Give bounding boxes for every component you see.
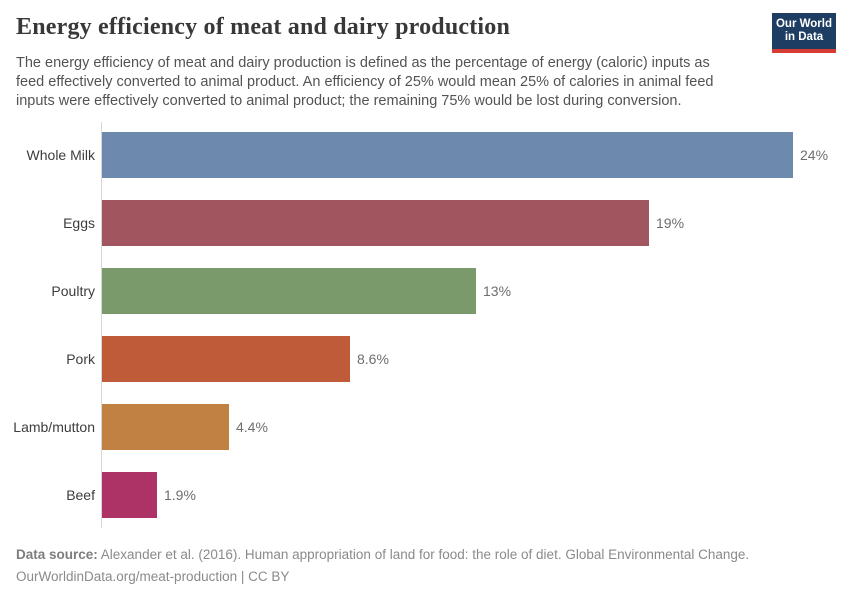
bar[interactable] bbox=[102, 200, 649, 246]
value-label: 19% bbox=[656, 215, 685, 231]
bar-row: Pork 8.6% bbox=[0, 336, 834, 382]
bar[interactable] bbox=[102, 336, 350, 382]
bar-row: Eggs 19% bbox=[0, 200, 834, 246]
chart-subtitle: The energy efficiency of meat and dairy … bbox=[16, 55, 714, 110]
value-label: 8.6% bbox=[357, 351, 389, 367]
bar[interactable] bbox=[102, 268, 476, 314]
category-label: Beef bbox=[66, 487, 95, 503]
bar[interactable] bbox=[102, 472, 157, 518]
bar-row: Beef 1.9% bbox=[0, 472, 834, 518]
value-label: 24% bbox=[800, 147, 829, 163]
category-label: Lamb/mutton bbox=[13, 419, 95, 435]
bar-chart: Whole Milk 24% Eggs 19% Poultry 13% Pork… bbox=[0, 122, 850, 528]
bar-row: Whole Milk 24% bbox=[0, 132, 834, 178]
bar-row: Poultry 13% bbox=[0, 268, 834, 314]
value-label: 1.9% bbox=[164, 487, 196, 503]
category-label: Pork bbox=[66, 351, 95, 367]
owid-logo[interactable]: Our World in Data bbox=[772, 13, 836, 53]
owid-logo-line1: Our World bbox=[775, 17, 832, 30]
category-label: Eggs bbox=[63, 215, 95, 231]
bar[interactable] bbox=[102, 132, 793, 178]
chart-footer: Data source: Alexander et al. (2016). Hu… bbox=[16, 544, 749, 587]
category-label: Whole Milk bbox=[26, 147, 95, 163]
owid-logo-box: Our World in Data bbox=[772, 13, 836, 49]
category-label: Poultry bbox=[51, 283, 95, 299]
value-label: 4.4% bbox=[236, 419, 268, 435]
y-axis-line bbox=[101, 122, 102, 528]
owid-logo-stripe bbox=[772, 49, 836, 53]
owid-logo-line2: in Data bbox=[784, 31, 824, 43]
bar[interactable] bbox=[102, 404, 229, 450]
data-source-text: Alexander et al. (2016). Human appropria… bbox=[97, 547, 750, 562]
data-source-line: Data source: Alexander et al. (2016). Hu… bbox=[16, 544, 749, 566]
value-label: 13% bbox=[483, 283, 512, 299]
attribution-line: OurWorldinData.org/meat-production | CC … bbox=[16, 568, 290, 584]
data-source-label: Data source: bbox=[16, 547, 98, 562]
bars-container: Whole Milk 24% Eggs 19% Poultry 13% Pork… bbox=[0, 132, 834, 518]
bar-row: Lamb/mutton 4.4% bbox=[0, 404, 834, 450]
chart-title: Energy efficiency of meat and dairy prod… bbox=[16, 14, 511, 40]
